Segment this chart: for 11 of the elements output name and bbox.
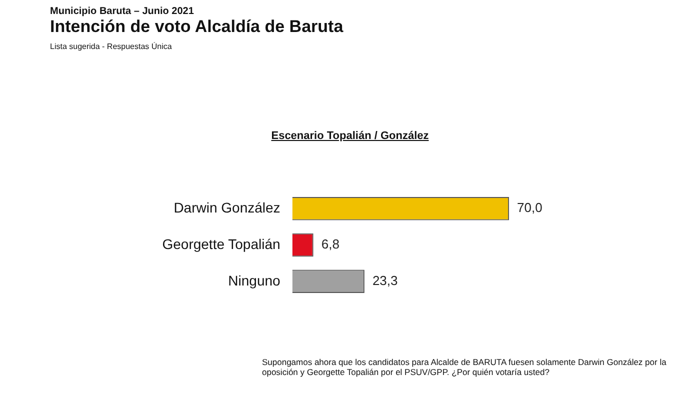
chart-title: Intención de voto Alcaldía de Baruta xyxy=(50,17,344,37)
text: Escenario Topalián / González xyxy=(270,130,430,142)
y-tick-label: Darwin González xyxy=(174,199,280,216)
text: Municipio Baruta – Junio 2021 xyxy=(50,6,194,17)
y-tick-label: Georgette Topalián xyxy=(162,236,280,252)
text: Lista sugerida - Respuestas Única xyxy=(50,42,172,51)
data-label: 6,8 xyxy=(321,236,340,252)
text: Supongamos ahora que los candidatos para Alcalde de BARUTA fuesen solamente Darwin González por la oposición y Georgette Topalián por el PSUV/GPP. ¿Por quién votaría usted? xyxy=(262,357,668,377)
y-tick-label: Ninguno xyxy=(228,272,281,288)
data-label: 70,0 xyxy=(517,200,542,216)
data-label: 23,3 xyxy=(372,272,398,288)
